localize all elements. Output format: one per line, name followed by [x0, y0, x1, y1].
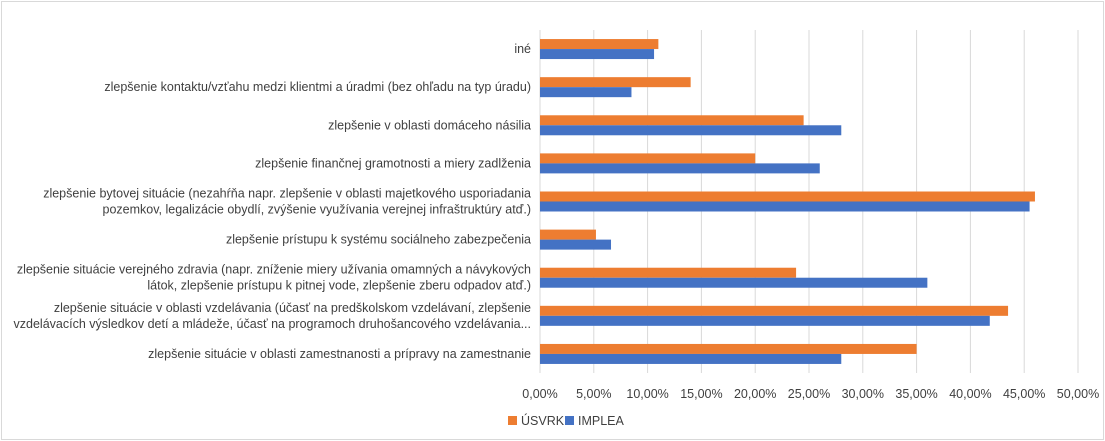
- bar-implea: [540, 239, 612, 250]
- category-label: zlepšenie situácie v oblasti zamestnanos…: [148, 347, 531, 361]
- bar-implea: [540, 163, 820, 174]
- bar-usvrk: [540, 305, 1009, 316]
- category-label-line: zlepšenie kontaktu/vzťahu medzi klientmi…: [104, 80, 531, 94]
- bar-usvrk: [540, 229, 596, 240]
- bar-usvrk: [540, 115, 804, 126]
- legend-label: ÚSVRK: [521, 413, 565, 428]
- category-label: zlepšenie situácie v oblasti vzdelávania…: [14, 301, 532, 331]
- category-label-line: zlepšenie situácie v oblasti zamestnanos…: [148, 347, 531, 361]
- x-tick-label: 40,00%: [949, 387, 991, 401]
- x-tick-label: 20,00%: [734, 387, 776, 401]
- bar-implea: [540, 277, 928, 288]
- category-label: zlepšenie finančnej gramotnosti a miery …: [255, 156, 531, 170]
- bar-usvrk: [540, 267, 797, 278]
- x-tick-label: 45,00%: [1003, 387, 1045, 401]
- x-tick-label: 50,00%: [1057, 387, 1099, 401]
- category-label: zlepšenie v oblasti domáceho násilia: [328, 118, 531, 132]
- legend-label: IMPLEA: [578, 414, 625, 428]
- category-label-line: zlepšenie prístupu k systému sociálneho …: [226, 233, 531, 247]
- category-label-line: vzdelávacích výsledkov detí a mládeže, ú…: [14, 317, 531, 331]
- category-label: zlepšenie kontaktu/vzťahu medzi klientmi…: [104, 80, 531, 94]
- legend-swatch-implea: [565, 416, 574, 425]
- category-label-line: zlepšenie v oblasti domáceho násilia: [328, 118, 531, 132]
- category-label-line: látok, zlepšenie prístupu k pitnej vode,…: [147, 279, 531, 293]
- category-label-line: iné: [514, 42, 531, 56]
- category-label: zlepšenie prístupu k systému sociálneho …: [226, 233, 531, 247]
- bar-implea: [540, 201, 1030, 212]
- category-label: iné: [514, 42, 531, 56]
- x-tick-label: 15,00%: [680, 387, 722, 401]
- bar-implea: [540, 49, 655, 60]
- x-tick-label: 0,00%: [522, 387, 557, 401]
- category-label-line: zlepšenie situácie v oblasti vzdelávania…: [54, 301, 531, 315]
- x-tick-label: 25,00%: [788, 387, 830, 401]
- category-label-line: zlepšenie bytovej situácie (nezahŕňa nap…: [43, 187, 531, 201]
- bar-usvrk: [540, 343, 917, 354]
- bar-implea: [540, 315, 990, 326]
- bar-implea: [540, 87, 632, 98]
- category-label: zlepšenie situácie verejného zdravia (na…: [17, 263, 531, 293]
- bar-usvrk: [540, 153, 756, 164]
- bar-usvrk: [540, 77, 691, 88]
- x-tick-label: 35,00%: [895, 387, 937, 401]
- category-label-line: zlepšenie finančnej gramotnosti a miery …: [255, 156, 531, 170]
- legend-swatch-usvrk: [508, 416, 517, 425]
- x-tick-label: 30,00%: [842, 387, 884, 401]
- bar-usvrk: [540, 39, 659, 50]
- bar-usvrk: [540, 191, 1035, 202]
- x-tick-label: 10,00%: [626, 387, 668, 401]
- category-label: zlepšenie bytovej situácie (nezahŕňa nap…: [43, 187, 531, 217]
- bar-implea: [540, 353, 842, 364]
- x-tick-label: 5,00%: [576, 387, 611, 401]
- category-label-line: pozemkov, legalizácie obydlí, zvýšenie v…: [103, 203, 531, 217]
- bar-implea: [540, 125, 842, 136]
- category-label-line: zlepšenie situácie verejného zdravia (na…: [17, 263, 531, 277]
